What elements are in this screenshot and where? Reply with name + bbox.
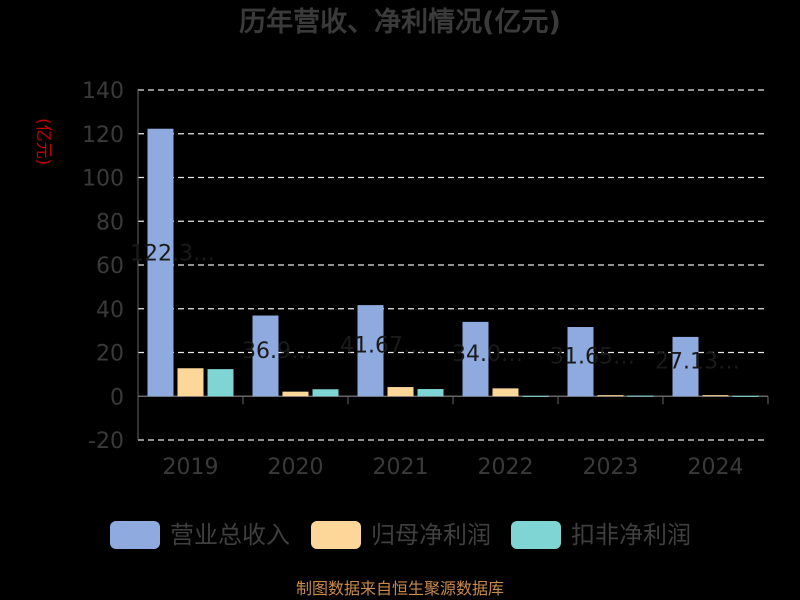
bar-revenue [672,336,699,397]
legend-label-deducted-profit: 扣非净利润 [571,521,691,549]
y-tick-label: 60 [96,254,124,279]
legend-swatch-revenue [110,521,160,549]
data-label-revenue: 31.65… [550,345,635,370]
bar-revenue [462,321,489,397]
y-tick-label: 40 [96,298,124,323]
data-label-revenue: 27.13… [655,350,740,375]
x-tick-label: 2021 [373,455,429,480]
bar-net-profit [492,388,519,397]
bar-revenue [147,128,174,397]
bar-deducted-profit [732,395,759,397]
y-tick-label: 140 [82,79,124,104]
bar-deducted-profit [627,395,654,397]
data-source-note: 制图数据来自恒生聚源数据库 [295,579,504,598]
legend-swatch-deducted-profit [511,521,561,549]
y-tick-label: -20 [88,429,124,454]
bar-net-profit [702,395,729,397]
data-label-revenue: 34.0… [452,342,523,367]
bar-net-profit [597,395,624,397]
y-tick-label: 0 [110,385,124,410]
x-tick-label: 2020 [268,455,324,480]
bar-net-profit [282,391,309,397]
x-tick-label: 2019 [163,455,219,480]
y-tick-label: 100 [82,167,124,192]
bar-net-profit [177,368,204,397]
bar-deducted-profit [312,389,339,397]
bar-net-profit [387,387,414,397]
bar-deducted-profit [522,395,549,397]
data-label-revenue: 41.67… [340,334,425,359]
bar-revenue [252,315,279,397]
legend-label-revenue: 营业总收入 [170,521,290,549]
bar-revenue [567,327,594,397]
chart-title: 历年营收、净利情况(亿元) [239,7,561,38]
data-label-revenue: 36.9… [242,339,313,364]
x-tick-label: 2023 [583,455,639,480]
x-tick-label: 2022 [478,455,534,480]
y-tick-label: 20 [96,342,124,367]
data-label-revenue: 122.3… [130,242,215,267]
y-axis-unit-label: (亿元) [33,118,53,166]
bar-revenue [357,305,384,397]
legend-label-net-profit: 归母净利润 [371,521,491,549]
y-tick-label: 120 [82,123,124,148]
bar-deducted-profit [207,369,234,397]
bar-deducted-profit [417,389,444,397]
x-tick-label: 2024 [688,455,744,480]
legend: 营业总收入 归母净利润 扣非净利润 [0,518,800,552]
y-tick-label: 80 [96,210,124,235]
legend-swatch-net-profit [311,521,361,549]
